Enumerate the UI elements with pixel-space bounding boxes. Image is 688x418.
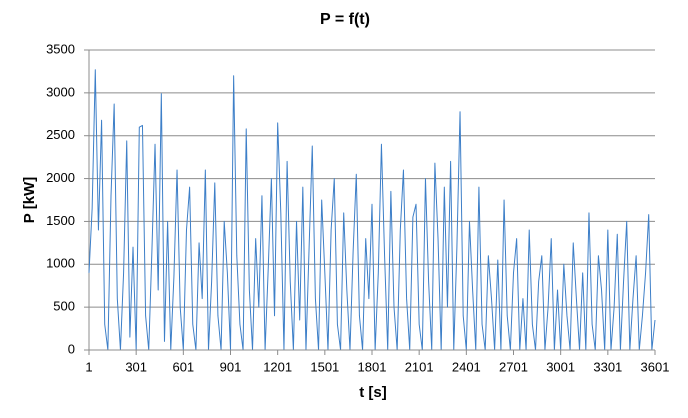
x-tick-label: 901 bbox=[220, 359, 242, 374]
data-line bbox=[88, 69, 656, 351]
x-tick-label: 1 bbox=[85, 359, 92, 374]
x-tick-label: 1801 bbox=[358, 359, 387, 374]
x-tick-label: 3001 bbox=[546, 359, 575, 374]
x-tick-label: 601 bbox=[172, 359, 194, 374]
x-tick-label: 2101 bbox=[405, 359, 434, 374]
y-tick-label: 3000 bbox=[46, 84, 75, 99]
y-tick-label: 1500 bbox=[46, 213, 75, 228]
y-tick-label: 2500 bbox=[46, 127, 75, 142]
y-tick-label: 500 bbox=[53, 299, 75, 314]
x-tick-label: 3301 bbox=[593, 359, 622, 374]
x-tick-label: 301 bbox=[125, 359, 147, 374]
y-tick-label: 1000 bbox=[46, 256, 75, 271]
x-tick-label: 2701 bbox=[499, 359, 528, 374]
y-tick-label: 3500 bbox=[46, 41, 75, 56]
x-tick-label: 2401 bbox=[452, 359, 481, 374]
x-tick-label: 1501 bbox=[310, 359, 339, 374]
y-tick-label: 2000 bbox=[46, 170, 75, 185]
x-axis-label: t [s] bbox=[359, 384, 387, 401]
chart-title: P = f(t) bbox=[320, 11, 370, 28]
x-tick-label: 3601 bbox=[641, 359, 670, 374]
x-tick-label: 1201 bbox=[263, 359, 292, 374]
y-axis-label: P [kW] bbox=[21, 177, 38, 223]
y-tick-label: 0 bbox=[68, 341, 75, 356]
